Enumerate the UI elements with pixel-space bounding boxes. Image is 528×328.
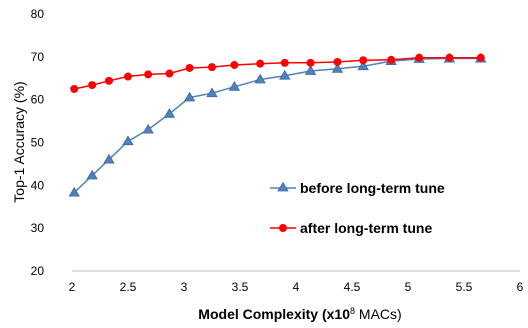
- legend-marker-triangle: [277, 181, 289, 192]
- legend-item-before: before long-term tune: [270, 180, 445, 196]
- y-tick-label: 20: [31, 264, 45, 278]
- data-point-circle: [70, 84, 79, 93]
- y-axis-title: Top-1 Accuracy (%): [11, 81, 27, 202]
- data-point-circle: [445, 53, 454, 62]
- x-tick-label: 6: [517, 280, 524, 294]
- data-point-circle: [306, 58, 315, 67]
- x-tick-label: 3: [181, 280, 188, 294]
- x-tick-label: 2.5: [120, 280, 137, 294]
- y-tick-label: 60: [31, 93, 45, 107]
- data-point-triangle: [183, 91, 196, 102]
- x-tick-label: 4.5: [344, 280, 361, 294]
- data-point-circle: [359, 56, 368, 65]
- series-line: [73, 57, 481, 194]
- x-tick-label: 3.5: [232, 280, 249, 294]
- series-before: [68, 52, 487, 197]
- y-tick-label: 30: [31, 221, 45, 235]
- x-tick-label: 5.5: [456, 280, 473, 294]
- data-point-circle: [280, 58, 289, 67]
- data-point-circle: [144, 70, 153, 79]
- legend-item-after: after long-term tune: [270, 220, 432, 236]
- data-point-circle: [88, 81, 97, 90]
- data-point-circle: [230, 60, 239, 69]
- y-axis-ticks: 20 30 40 50 60 70 80: [31, 7, 45, 278]
- x-tick-label: 4: [293, 280, 300, 294]
- data-point-triangle: [279, 69, 291, 80]
- legend-label-before: before long-term tune: [300, 180, 445, 196]
- data-point-triangle: [122, 135, 134, 146]
- data-point-circle: [208, 63, 216, 72]
- y-tick-label: 40: [31, 178, 45, 192]
- data-point-circle: [165, 69, 174, 78]
- data-point-circle: [333, 57, 342, 66]
- data-point-triangle: [86, 169, 98, 180]
- data-point-circle: [415, 53, 424, 62]
- x-axis-ticks: 2 2.5 3 3.5 4 4.5 5 5.5 6: [69, 280, 524, 294]
- data-point-circle: [185, 63, 194, 72]
- data-point-circle: [387, 55, 396, 64]
- series-layer: [68, 52, 487, 197]
- data-point-triangle: [228, 81, 241, 91]
- x-tick-label: 2: [69, 280, 76, 294]
- data-point-triangle: [103, 153, 115, 164]
- data-point-triangle: [163, 108, 176, 118]
- data-point-triangle: [357, 60, 369, 71]
- data-point-circle: [476, 53, 485, 62]
- data-point-circle: [104, 76, 113, 85]
- x-tick-label: 5: [405, 280, 412, 294]
- data-point-circle: [124, 72, 132, 81]
- data-point-triangle: [68, 186, 80, 197]
- series-after: [70, 53, 485, 93]
- y-tick-label: 70: [31, 50, 45, 64]
- data-point-circle: [256, 59, 265, 68]
- data-point-triangle: [142, 123, 154, 134]
- data-point-triangle: [331, 63, 344, 73]
- y-tick-label: 80: [31, 7, 45, 21]
- data-point-triangle: [206, 87, 218, 98]
- legend: before long-term tune after long-term tu…: [270, 180, 445, 236]
- legend-label-after: after long-term tune: [300, 220, 432, 236]
- data-point-triangle: [254, 73, 266, 84]
- x-axis-title: Model Complexity (x108 MACs): [198, 306, 401, 322]
- y-tick-label: 50: [31, 136, 45, 150]
- data-point-triangle: [304, 65, 317, 75]
- legend-marker-circle: [279, 224, 287, 232]
